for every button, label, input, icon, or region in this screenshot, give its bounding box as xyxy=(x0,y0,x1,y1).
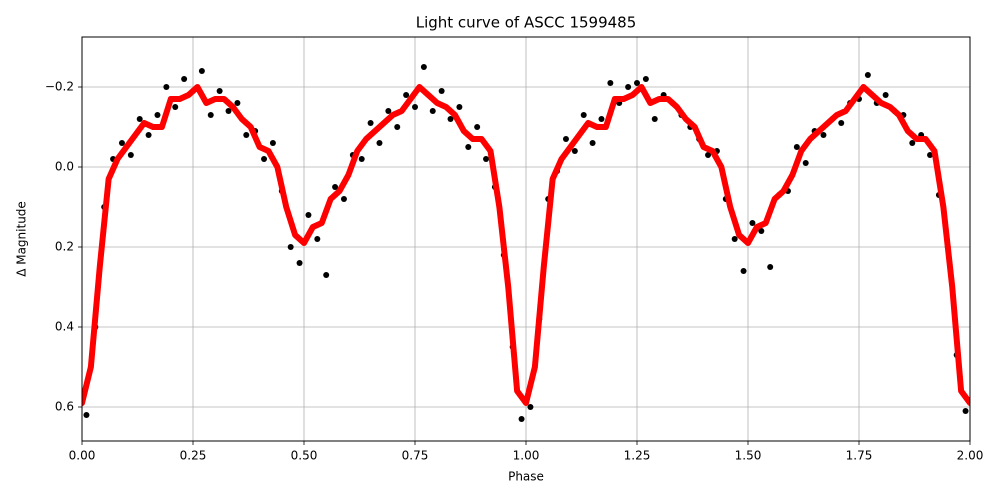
x-tick-label: 1.25 xyxy=(624,449,651,463)
data-point xyxy=(305,212,312,218)
data-point xyxy=(136,116,143,122)
data-point xyxy=(358,156,365,162)
data-point xyxy=(198,68,205,74)
data-point xyxy=(261,156,268,162)
data-point xyxy=(909,140,916,146)
data-point xyxy=(207,112,214,118)
y-tick-label: 0.6 xyxy=(55,400,74,414)
x-tick-label: 0.75 xyxy=(402,449,429,463)
data-point xyxy=(651,116,658,122)
data-point xyxy=(172,104,179,110)
data-point xyxy=(642,76,649,82)
data-point xyxy=(385,108,392,114)
data-point xyxy=(438,88,445,94)
data-point xyxy=(793,144,800,150)
data-point xyxy=(864,72,871,78)
data-point xyxy=(465,144,472,150)
data-point xyxy=(731,236,738,242)
data-point xyxy=(394,124,401,130)
x-tick-label: 2.00 xyxy=(957,449,984,463)
data-point xyxy=(598,116,605,122)
data-point xyxy=(243,132,250,138)
data-point xyxy=(118,140,125,146)
data-point xyxy=(403,92,410,98)
data-point xyxy=(154,112,161,118)
x-tick-label: 1.50 xyxy=(735,449,762,463)
data-point xyxy=(527,404,534,410)
data-point xyxy=(882,92,889,98)
data-point xyxy=(483,156,490,162)
x-tick-label: 1.00 xyxy=(513,449,540,463)
x-tick-label: 0.50 xyxy=(291,449,318,463)
data-point xyxy=(927,152,934,158)
plot-frame xyxy=(81,36,971,442)
data-point xyxy=(332,184,339,190)
y-tick-label: 0.4 xyxy=(55,320,74,334)
data-point xyxy=(740,268,747,274)
data-point xyxy=(314,236,321,242)
data-point xyxy=(340,196,347,202)
data-point xyxy=(767,264,774,270)
data-point xyxy=(429,108,436,114)
x-axis-label: Phase xyxy=(508,470,544,484)
y-tick-label: 0.0 xyxy=(55,160,74,174)
y-axis-label: Δ Magnitude xyxy=(15,201,29,277)
data-point xyxy=(269,140,276,146)
data-point xyxy=(518,416,525,422)
model-curve xyxy=(82,84,970,406)
data-point xyxy=(287,244,294,250)
data-point xyxy=(962,408,969,414)
data-point xyxy=(367,120,374,126)
data-point xyxy=(163,84,170,90)
data-point xyxy=(216,88,223,94)
plot-area xyxy=(82,64,970,422)
y-tick-label: 0.2 xyxy=(55,240,74,254)
data-point xyxy=(323,272,330,278)
data-point xyxy=(376,140,383,146)
x-tick-label: 1.75 xyxy=(846,449,873,463)
y-tick-label: −0.2 xyxy=(45,80,74,94)
data-point xyxy=(749,220,756,226)
data-point xyxy=(758,228,765,234)
data-point xyxy=(447,116,454,122)
data-point xyxy=(589,140,596,146)
data-point xyxy=(83,412,90,418)
data-point xyxy=(412,104,418,110)
data-point xyxy=(474,124,481,130)
data-point xyxy=(181,76,188,82)
data-point xyxy=(296,260,303,266)
data-point xyxy=(562,136,569,142)
data-point xyxy=(580,112,587,118)
data-point xyxy=(802,160,809,166)
data-point xyxy=(420,64,427,70)
data-point xyxy=(625,84,632,90)
x-tick-label: 0.25 xyxy=(180,449,207,463)
data-point xyxy=(145,132,152,138)
data-point xyxy=(571,148,578,154)
data-point xyxy=(456,104,463,110)
data-point xyxy=(820,132,827,138)
data-point xyxy=(838,120,845,126)
x-tick-label: 0.00 xyxy=(69,449,96,463)
data-point xyxy=(705,152,712,158)
data-point xyxy=(225,108,232,114)
data-point xyxy=(607,80,614,86)
chart-title: Light curve of ASCC 1599485 xyxy=(416,14,637,32)
data-point xyxy=(127,152,134,158)
data-point xyxy=(634,80,640,86)
data-point xyxy=(234,100,241,106)
